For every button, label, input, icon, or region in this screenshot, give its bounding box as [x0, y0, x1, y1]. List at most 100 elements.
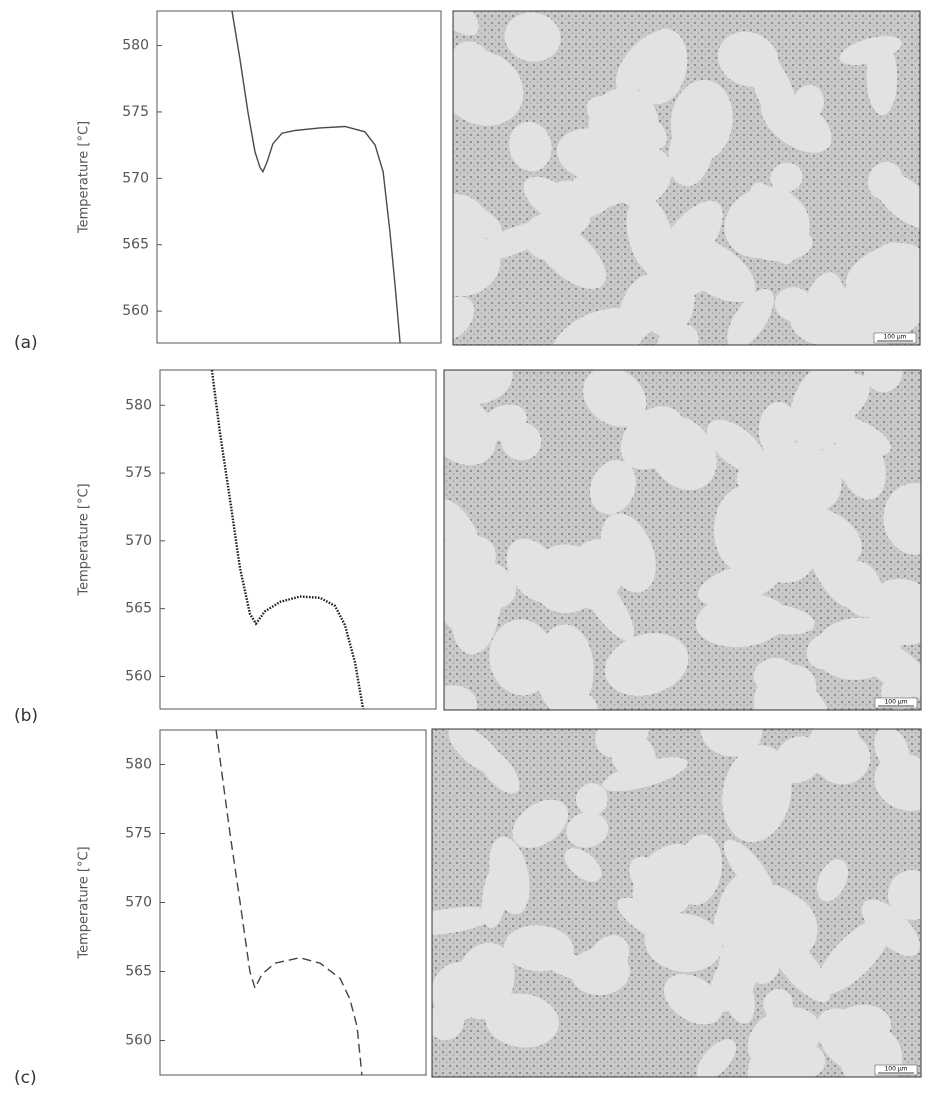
dendrite — [696, 1039, 737, 1077]
dendrite — [816, 859, 848, 902]
dendrite — [512, 799, 569, 848]
dendrite — [785, 373, 870, 439]
dendrite — [832, 1004, 892, 1047]
dendrite — [453, 188, 502, 238]
dendrite — [604, 633, 689, 696]
dendrite — [537, 947, 596, 981]
micrograph-border — [431, 728, 922, 1078]
dendrite — [790, 287, 884, 345]
dendrite — [822, 443, 868, 483]
micrograph — [432, 729, 921, 1077]
dendrite — [566, 539, 624, 609]
dendrite — [656, 323, 699, 345]
dendrite — [724, 186, 803, 258]
dendrite — [489, 836, 530, 915]
plot-area — [156, 10, 442, 344]
y-tick-label: 560 — [125, 1033, 152, 1049]
dendrite — [661, 233, 718, 295]
micrograph-border — [443, 369, 922, 711]
dendrite — [770, 162, 803, 193]
scale-bar-label: 100 µm — [884, 699, 907, 706]
y-tick-label: 560 — [125, 668, 152, 684]
dendrite — [668, 117, 713, 187]
micrograph-border — [452, 10, 921, 346]
y-axis-label: Temperature [°C] — [77, 846, 92, 959]
y-tick-label: 580 — [125, 397, 152, 413]
y-tick-label: 570 — [125, 895, 152, 911]
dendrite — [635, 28, 688, 105]
dendrite — [476, 745, 520, 794]
dendrite — [866, 40, 898, 116]
dendrite — [566, 812, 609, 848]
dendrite — [830, 624, 883, 669]
y-tick-label: 580 — [125, 757, 152, 773]
dendrite — [564, 848, 602, 882]
y-tick-label: 575 — [125, 465, 152, 481]
dendrite — [485, 993, 559, 1048]
dendrite — [504, 12, 561, 62]
plot-area — [159, 369, 437, 710]
scale-bar-label: 100 µm — [884, 1066, 907, 1073]
dendrite — [718, 922, 755, 992]
micrograph — [453, 11, 920, 345]
dendrite — [867, 161, 903, 200]
dendrite — [432, 906, 496, 935]
dendrite — [444, 370, 513, 405]
dendrite — [888, 869, 921, 920]
dendrite — [769, 1019, 818, 1077]
dendrite — [874, 753, 921, 811]
scale-bar-box — [874, 697, 918, 709]
y-axis-label: Temperature [°C] — [77, 121, 92, 234]
dendrite — [617, 897, 685, 945]
dendrite — [816, 918, 891, 995]
dendrite — [632, 844, 702, 922]
dendrite — [480, 404, 527, 441]
dendrite — [523, 176, 578, 223]
dendrite — [565, 166, 620, 218]
dendrite — [588, 87, 659, 165]
y-tick-label: 570 — [125, 533, 152, 549]
dendrite — [575, 783, 608, 816]
dendrite — [839, 561, 883, 617]
temperature-curve — [215, 729, 363, 1076]
dendrite — [697, 562, 782, 606]
dendrite — [727, 289, 774, 345]
dendrite — [595, 729, 650, 759]
micrograph — [444, 370, 921, 710]
y-tick-label: 560 — [122, 303, 149, 319]
dendrite — [523, 213, 571, 260]
y-axis-label: Temperature [°C] — [77, 483, 92, 596]
dendrite — [614, 147, 672, 207]
dendrite — [551, 307, 646, 345]
dendrite — [663, 974, 723, 1025]
y-tick-label: 570 — [122, 170, 149, 186]
dendrite — [815, 413, 891, 456]
y-tick-label: 575 — [125, 826, 152, 842]
dendrite — [508, 121, 552, 172]
dendrite — [458, 561, 517, 610]
y-tick-label: 565 — [125, 964, 152, 980]
plot-area — [159, 729, 427, 1076]
panel-label: (b) — [14, 706, 38, 726]
scale-bar-box — [873, 332, 917, 344]
dendrite — [873, 242, 920, 315]
y-tick-label: 565 — [122, 237, 149, 253]
dendrite — [453, 234, 501, 297]
dendrite — [722, 745, 792, 843]
dendrite — [583, 370, 647, 427]
dendrite — [588, 935, 630, 979]
temperature-curve — [210, 369, 365, 710]
dendrite — [453, 11, 479, 36]
dendrite — [444, 685, 478, 710]
scale-bar-box — [874, 1064, 918, 1076]
dendrite — [760, 93, 832, 153]
dendrite — [620, 406, 685, 470]
dendrite — [444, 392, 497, 466]
dendrite — [774, 505, 862, 570]
y-tick-label: 565 — [125, 601, 152, 617]
dendrite — [489, 619, 555, 696]
y-tick-label: 580 — [122, 38, 149, 54]
y-tick-label: 575 — [122, 104, 149, 120]
dendrite — [453, 49, 524, 126]
